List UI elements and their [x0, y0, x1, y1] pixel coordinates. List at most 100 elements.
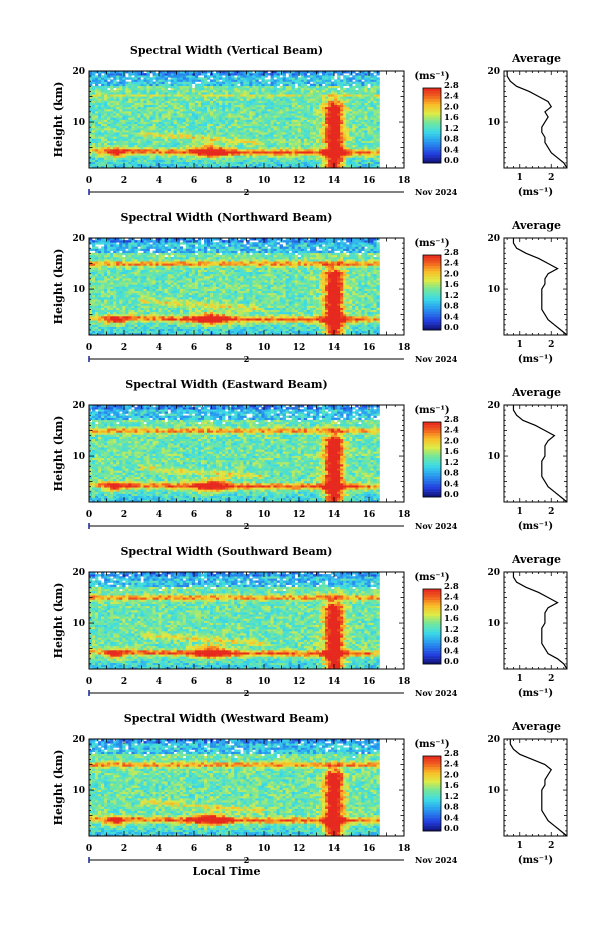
heatmap-cell [92, 79, 95, 81]
heatmap-cell [280, 153, 283, 155]
heatmap-cell [92, 297, 95, 299]
heatmap-cell [110, 143, 113, 145]
heatmap-cell [343, 82, 346, 84]
heatmap-cell [98, 261, 101, 263]
colorbar-swatch [423, 144, 441, 147]
heatmap-cell [304, 151, 307, 153]
heatmap-cell [364, 157, 367, 159]
heatmap-cell [150, 145, 153, 147]
heatmap-cell [225, 157, 228, 159]
heatmap-cell [153, 105, 156, 107]
heatmap-cell [258, 157, 261, 159]
heatmap-cell [180, 126, 183, 128]
heatmap-cell [373, 98, 376, 100]
heatmap-cell [140, 145, 143, 147]
heatmap-cell [95, 115, 98, 117]
heatmap-cell [92, 153, 95, 155]
heatmap-cell [222, 151, 225, 153]
heatmap-cell [361, 134, 364, 136]
heatmap-cell [195, 149, 198, 151]
heatmap-cell [373, 84, 376, 86]
heatmap-cell [92, 103, 95, 105]
heatmap-cell [143, 157, 146, 159]
heatmap-cell [125, 90, 128, 92]
heatmap-cell [101, 320, 104, 322]
heatmap-cell [165, 122, 168, 124]
heatmap-cell [162, 130, 165, 132]
heatmap-cell [295, 82, 298, 84]
heatmap-cell [146, 73, 149, 75]
heatmap-cell [186, 155, 189, 157]
heatmap-cell [289, 149, 292, 151]
heatmap-cell [122, 136, 125, 138]
heatmap-cell [370, 82, 373, 84]
heatmap-cell [355, 126, 358, 128]
heatmap-cell [376, 157, 379, 159]
heatmap-cell [292, 117, 295, 119]
heatmap-cell [268, 164, 271, 166]
heatmap-cell [95, 303, 98, 305]
heatmap-cell [146, 157, 149, 159]
heatmap-cell [355, 113, 358, 115]
heatmap-cell [343, 162, 346, 164]
heatmap-cell [153, 128, 156, 130]
heatmap-cell [131, 79, 134, 81]
heatmap-cell [280, 115, 283, 117]
heatmap-cell [334, 132, 337, 134]
heatmap-cell [156, 101, 159, 103]
heatmap-cell [337, 96, 340, 98]
heatmap-cell [101, 314, 104, 316]
heatmap-cell [258, 136, 261, 138]
heatmap-cell [134, 147, 137, 149]
heatmap-cell [355, 90, 358, 92]
heatmap-cell [373, 132, 376, 134]
heatmap-cell [310, 143, 313, 145]
heatmap-cell [219, 151, 222, 153]
heatmap-cell [271, 126, 274, 128]
heatmap-cell [358, 111, 361, 113]
heatmap-cell [210, 107, 213, 109]
heatmap-cell [343, 122, 346, 124]
heatmap-cell [116, 90, 119, 92]
heatmap-cell [331, 151, 334, 153]
heatmap-cell [313, 145, 316, 147]
heatmap-cell [216, 90, 219, 92]
heatmap-cell [189, 132, 192, 134]
heatmap-cell [376, 126, 379, 128]
heatmap-cell [101, 132, 104, 134]
heatmap-cell [240, 155, 243, 157]
heatmap-cell [210, 109, 213, 111]
heatmap-cell [104, 160, 107, 162]
heatmap-cell [268, 115, 271, 117]
heatmap-cell [225, 82, 228, 84]
heatmap-cell [274, 103, 277, 105]
heatmap-cell [143, 107, 146, 109]
heatmap-cell [131, 132, 134, 134]
heatmap-cell [143, 126, 146, 128]
heatmap-cell [325, 124, 328, 126]
heatmap-cell [213, 155, 216, 157]
heatmap-cell [153, 82, 156, 84]
heatmap-cell [246, 136, 249, 138]
heatmap-cell [137, 138, 140, 140]
heatmap-cell [131, 109, 134, 111]
heatmap-cell [265, 149, 268, 151]
heatmap-cell [337, 153, 340, 155]
heatmap-cell [268, 120, 271, 122]
heatmap-cell [113, 143, 116, 145]
heatmap-cell [213, 157, 216, 159]
heatmap-cell [107, 324, 110, 326]
heatmap-cell [343, 128, 346, 130]
heatmap-cell [131, 73, 134, 75]
heatmap-cell [183, 113, 186, 115]
panel-1: Spectral Width (Vertical Beam)0 2 4 6 8 10 12 1… [52, 44, 567, 198]
heatmap-cell [156, 79, 159, 81]
heatmap-cell [98, 113, 101, 115]
heatmap-cell [225, 96, 228, 98]
heatmap-cell [340, 134, 343, 136]
heatmap-cell [137, 160, 140, 162]
heatmap-cell [171, 143, 174, 145]
heatmap-cell [107, 111, 110, 113]
heatmap-cell [201, 113, 204, 115]
heatmap-cell [225, 86, 228, 88]
